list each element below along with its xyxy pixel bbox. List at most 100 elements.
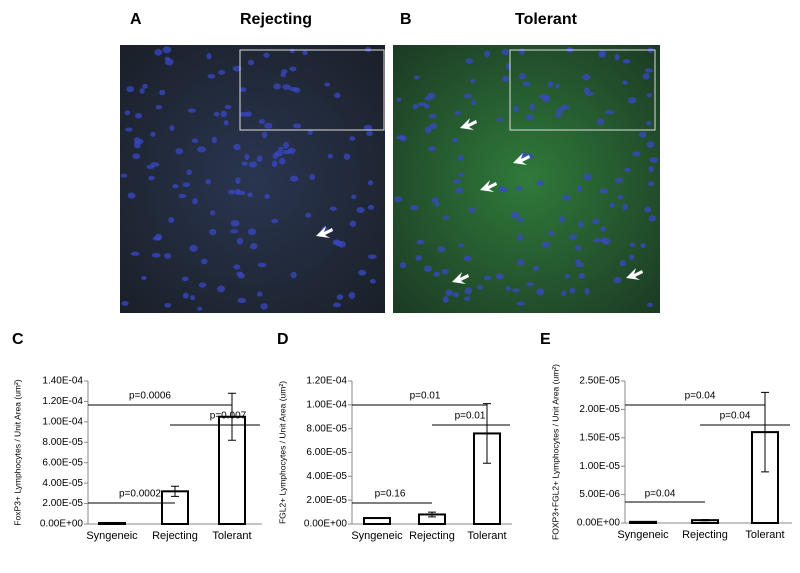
nucleus — [583, 173, 593, 181]
nucleus — [197, 306, 203, 311]
panel-letter: C — [12, 331, 24, 348]
p-value: p=0.04 — [720, 411, 751, 422]
nucleus — [471, 99, 477, 106]
x-tick-label: Rejecting — [682, 529, 728, 541]
nucleus — [644, 68, 654, 73]
nucleus — [470, 78, 476, 84]
nucleus — [396, 97, 402, 102]
p-value: p=0.04 — [645, 489, 676, 500]
nucleus — [334, 240, 343, 247]
nucleus — [646, 121, 652, 126]
nucleus — [213, 111, 220, 117]
y-tick-label: 5.00E-06 — [579, 489, 620, 500]
nucleus — [629, 254, 635, 260]
nucleus — [427, 92, 436, 100]
nucleus — [244, 153, 250, 160]
nucleus — [190, 295, 196, 301]
y-tick-label: 1.00E-04 — [42, 416, 83, 427]
nucleus — [495, 273, 504, 280]
nucleus — [501, 75, 510, 82]
nucleus — [455, 187, 464, 194]
nucleus — [532, 265, 540, 272]
y-tick-label: 8.00E-05 — [306, 423, 347, 434]
arrow — [513, 153, 530, 165]
nucleus — [614, 177, 623, 183]
nucleus — [515, 186, 523, 191]
nucleus — [457, 154, 464, 161]
nucleus — [206, 53, 212, 60]
nucleus — [189, 244, 198, 252]
y-tick-label: 4.00E-05 — [42, 478, 83, 489]
nucleus — [512, 288, 520, 293]
nucleus — [452, 292, 460, 298]
nucleus — [592, 218, 600, 225]
nucleus — [247, 192, 253, 198]
nucleus — [343, 153, 351, 160]
nucleus — [574, 245, 582, 251]
nucleus — [220, 110, 227, 118]
nucleus — [351, 194, 357, 200]
p-value: p=0.0002 — [119, 489, 161, 500]
nucleus — [239, 111, 248, 117]
nucleus — [250, 243, 258, 250]
y-tick-label: 1.00E-05 — [579, 461, 620, 472]
nucleus — [257, 262, 267, 268]
nucleus — [235, 188, 241, 196]
nucleus — [121, 301, 129, 306]
nucleus — [605, 110, 614, 115]
nucleus — [256, 155, 263, 162]
arrow — [626, 268, 643, 280]
nucleus — [260, 303, 268, 310]
nucleus — [332, 302, 341, 308]
nucleus — [237, 297, 247, 304]
nucleus — [458, 243, 464, 248]
nucleus — [223, 120, 229, 126]
nucleus — [309, 174, 316, 180]
nucleus — [154, 233, 163, 241]
nucleus — [511, 211, 520, 219]
error-bar — [228, 392, 236, 441]
nucleus — [211, 136, 218, 144]
y-tick-label: 8.00E-05 — [42, 437, 83, 448]
y-tick-label: 4.00E-05 — [306, 471, 347, 482]
nucleus — [218, 70, 226, 75]
p-value: p=0.01 — [455, 411, 486, 422]
nucleus — [522, 81, 531, 87]
nucleus — [428, 113, 437, 119]
y-tick-label: 0.00E+00 — [304, 519, 348, 530]
x-tick-label: Tolerant — [212, 530, 251, 542]
nucleus — [547, 230, 555, 236]
nucleus — [465, 58, 474, 64]
nucleus — [642, 72, 650, 80]
nucleus — [638, 131, 647, 138]
nucleus — [536, 288, 545, 296]
nucleus — [227, 189, 236, 195]
p-value: p=0.0006 — [129, 391, 171, 402]
nucleus — [562, 195, 571, 201]
nucleus — [433, 271, 441, 277]
nucleus — [556, 107, 565, 114]
nucleus — [198, 282, 207, 288]
nucleus — [441, 268, 449, 275]
nucleus — [264, 193, 270, 200]
nucleus — [282, 141, 290, 149]
nucleus — [169, 125, 175, 131]
nucleus — [289, 48, 295, 54]
nucleus — [629, 242, 636, 248]
nucleus — [274, 150, 283, 157]
y-axis-label: FGL2+ Lymphocytes / Unit Area (um²) — [277, 381, 287, 524]
error-bar — [761, 391, 769, 473]
nucleus — [247, 228, 256, 236]
nucleus — [463, 255, 472, 262]
nucleus — [415, 254, 422, 261]
nucleus — [141, 275, 147, 281]
nucleus — [568, 234, 578, 240]
nucleus — [358, 269, 367, 276]
nucleus — [155, 105, 163, 110]
nucleus — [409, 204, 419, 211]
x-tick-label: Syngeneic — [351, 530, 403, 542]
x-tick-label: Syngeneic — [617, 529, 669, 541]
nucleus — [536, 180, 545, 186]
nucleus — [569, 287, 576, 294]
nucleus — [290, 271, 297, 279]
